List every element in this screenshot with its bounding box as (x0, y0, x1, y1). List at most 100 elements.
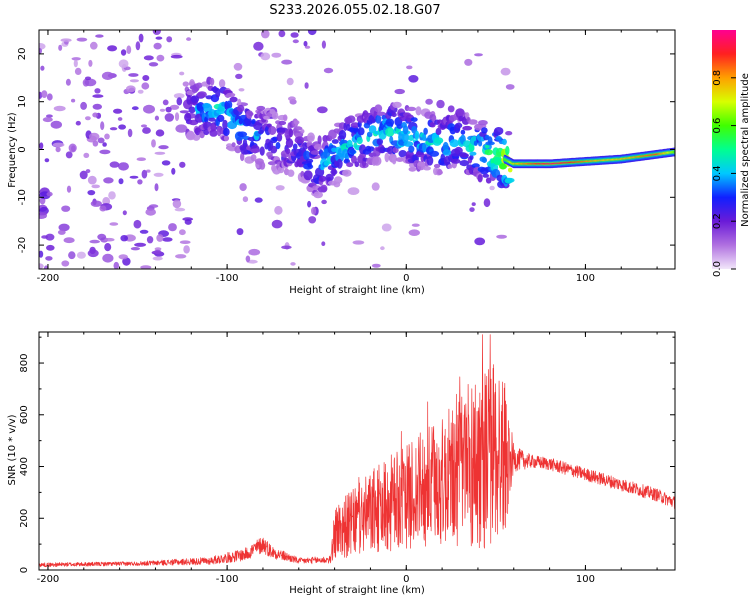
spectrogram-noise-blob (134, 242, 147, 247)
spectrogram-noise-blob (101, 71, 114, 80)
spectrogram-noise-blob (307, 200, 312, 208)
spectrogram-signal-blob (346, 115, 356, 123)
spectrogram-noise-blob (125, 85, 136, 93)
spectrogram-signal-blob (285, 138, 294, 148)
spectrogram-noise-blob (83, 152, 90, 158)
spectrogram-signal-blob (402, 132, 410, 143)
spectrogram-noise-blob (288, 96, 296, 101)
spectrogram-noise-blob (41, 235, 48, 239)
spectrogram-noise-blob (307, 30, 317, 36)
spectrogram-signal-blob (415, 106, 422, 116)
spectrogram-noise-blob (108, 191, 116, 200)
spectrogram-noise-blob (166, 36, 173, 43)
spectrogram-signal-blob (292, 143, 298, 150)
spectrogram-noise-blob (44, 265, 49, 269)
spectrogram-signal-blob (320, 184, 328, 193)
spectrogram-noise-blob (85, 169, 91, 174)
spectrogram-signal-blob (336, 158, 343, 169)
spectrogram-noise-blob (175, 124, 188, 133)
x-tick-label: 100 (576, 574, 595, 585)
snr-series-line (39, 334, 675, 568)
spectrogram-ridge-segment (675, 150, 678, 154)
spectrogram-signal-blob (282, 114, 288, 122)
spectrogram-noise-blob (122, 257, 131, 266)
spectrogram-signal-blob (374, 104, 383, 113)
snr-ylabel: SNR (10 * v/v) (7, 414, 18, 485)
spectrogram-noise-blob (474, 237, 486, 246)
colorbar-gradient (712, 30, 736, 269)
spectrogram-signal-blob (338, 130, 347, 140)
spectrogram-noise-blob (154, 151, 166, 155)
spectrogram-signal-blob (317, 135, 322, 145)
spectrogram-noise-blob (88, 132, 100, 141)
spectrogram-noise-blob (245, 255, 251, 263)
spectrogram-noise-blob (136, 157, 146, 161)
spectrogram-noise-blob (154, 183, 159, 192)
spectrogram-noise-blob (148, 62, 159, 67)
spectrogram-noise-blob (278, 30, 286, 38)
spectrogram-noise-blob (447, 105, 455, 113)
colorbar: 0.0 0.2 0.4 0.6 0.8 Normalized spectral ampl… (712, 30, 750, 277)
spectrogram-noise-blob (71, 57, 81, 61)
spectrogram-noise-blob (100, 121, 105, 131)
spectrogram-noise-blob (107, 45, 118, 52)
spectrogram-signal-blob (226, 100, 233, 110)
spectrogram-noise-blob (94, 88, 101, 94)
spectrogram-signal-blob (505, 177, 515, 183)
spectrogram-signal-blob (237, 104, 245, 113)
spectrogram-noise-blob (80, 101, 87, 110)
spectrogram-signal-blob (259, 146, 265, 156)
spectrogram-ridge-segment (677, 148, 680, 155)
spectrogram-noise-blob (42, 117, 53, 123)
spectrogram-noise-blob (500, 67, 511, 76)
spectrogram-signal-blob (376, 111, 386, 117)
spectrogram-signal-blob (384, 152, 390, 163)
spectrogram-noise-blob (271, 219, 283, 229)
spectrogram-noise-blob (408, 75, 419, 83)
spectrogram-signal-blob (459, 160, 470, 167)
spectrogram-signal-blob (237, 98, 242, 107)
y-tick-label: 400 (19, 457, 30, 476)
spectrogram-noise-blob (292, 39, 299, 44)
spectrogram-signal-blob (477, 174, 483, 183)
spectrogram-signal-blob (505, 145, 510, 156)
spectrogram-noise-blob (39, 48, 42, 54)
spectrogram-signal-blob (435, 127, 442, 136)
spectrogram-signal-blob (484, 144, 490, 149)
spectrogram-noise-blob (50, 120, 62, 129)
spectrogram-signal-blob (231, 142, 236, 148)
spectrogram-noise-blob (151, 139, 156, 148)
spectrogram-noise-blob (242, 196, 249, 203)
spectrogram-noise-blob (39, 250, 44, 258)
x-tick-label: 0 (403, 273, 409, 284)
spectrogram-ylabel: Frequency (Hz) (7, 112, 18, 188)
spectrogram-noise-blob (118, 178, 124, 185)
spectrogram-noise-blob (505, 84, 515, 90)
spectrogram-noise-blob (408, 166, 417, 172)
spectrogram-signal-blob (318, 175, 327, 182)
spectrogram-signal-blob (303, 170, 313, 181)
spectrogram-noise-blob (179, 240, 191, 244)
spectrogram-signal-blob (287, 169, 295, 177)
spectrogram-noise-blob (141, 169, 148, 179)
spectrogram-noise-blob (352, 240, 365, 245)
spectrogram-noise-blob (239, 183, 247, 192)
spectrogram-noise-blob (103, 237, 115, 242)
spectrogram-noise-blob (469, 207, 475, 213)
spectrogram-noise-blob (45, 233, 55, 241)
spectrogram-signal-blob (375, 114, 382, 124)
spectrogram-signal-blob (410, 117, 418, 122)
spectrogram-signal-blob (395, 157, 404, 163)
spectrogram-noise-blob (173, 93, 185, 99)
colorbar-tick-label: 0.2 (712, 213, 723, 229)
spectrogram-signal-blob (223, 135, 229, 142)
spectrogram-signal-blob (423, 127, 428, 135)
spectrogram-noise-blob (88, 59, 93, 67)
spectrogram-noise-blob (61, 205, 71, 212)
spectrogram-noise-blob (63, 237, 75, 244)
spectrogram-noise-blob (152, 30, 161, 35)
spectrogram-noise-blob (99, 149, 111, 155)
spectrogram-noise-blob (46, 93, 53, 101)
spectrogram-noise-blob (66, 185, 72, 193)
spectrogram-ridge-segment (675, 148, 678, 155)
